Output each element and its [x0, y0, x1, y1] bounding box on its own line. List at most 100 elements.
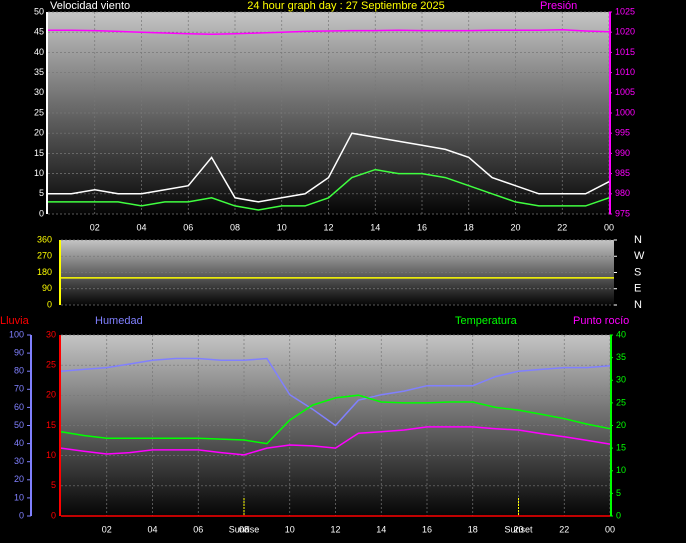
y2-tick-label: 1000 [615, 107, 635, 117]
y-tick-label: 10 [46, 450, 56, 460]
y3-tick-label: 30 [14, 456, 24, 466]
y2-tick-label: S [634, 266, 641, 278]
y2-tick-label: 975 [615, 208, 630, 218]
x-tick-label: 14 [370, 222, 380, 232]
x-tick-label: 14 [376, 524, 386, 534]
legend-label: Temperatura [455, 315, 518, 327]
y2-axis-label: Presión [540, 0, 577, 12]
y2-tick-label: 35 [616, 352, 626, 362]
series-line [48, 168, 610, 211]
x-tick-label: 16 [422, 524, 432, 534]
series-line [60, 394, 611, 445]
y2-tick-label: 990 [615, 148, 630, 158]
y-tick-label: 20 [46, 390, 56, 400]
y2-tick-label: W [634, 250, 645, 262]
y-tick-label: 0 [47, 299, 52, 309]
x-tick-label: 10 [277, 222, 287, 232]
y2-tick-label: 980 [615, 188, 630, 198]
chart-title: 24 hour graph day : 27 Septiembre 2025 [247, 0, 445, 12]
y2-tick-label: 1010 [615, 67, 635, 77]
y-tick-label: 10 [34, 168, 44, 178]
y3-tick-label: 90 [14, 347, 24, 357]
series-line [60, 426, 611, 456]
y-tick-label: 0 [51, 510, 56, 520]
y2-tick-label: 1015 [615, 47, 635, 57]
y2-tick-label: 10 [616, 465, 626, 475]
y2-tick-label: 5 [616, 488, 621, 498]
y3-tick-label: 60 [14, 402, 24, 412]
y-tick-label: 30 [34, 87, 44, 97]
series-line [48, 132, 610, 203]
y-tick-label: 180 [37, 267, 52, 277]
y2-tick-label: 1025 [615, 6, 635, 16]
y-tick-label: 25 [46, 360, 56, 370]
x-tick-label: 02 [102, 524, 112, 534]
y-tick-label: 15 [34, 148, 44, 158]
x-tick-label: 12 [323, 222, 333, 232]
y2-tick-label: 20 [616, 420, 626, 430]
y3-tick-label: 40 [14, 438, 24, 448]
y2-tick-label: 15 [616, 443, 626, 453]
x-tick-label: 20 [510, 222, 520, 232]
y3-tick-label: 0 [19, 510, 24, 520]
x-tick-label: 18 [464, 222, 474, 232]
y-tick-label: 360 [37, 234, 52, 244]
y3-tick-label: 80 [14, 366, 24, 376]
x-tick-label: 04 [136, 222, 146, 232]
legend-label: Lluvia [0, 315, 30, 327]
x-tick-label: 18 [468, 524, 478, 534]
y2-tick-label: 1005 [615, 87, 635, 97]
y-tick-label: 20 [34, 128, 44, 138]
y-tick-label: 5 [39, 188, 44, 198]
y-tick-label: 30 [46, 329, 56, 339]
y-tick-label: 50 [34, 6, 44, 16]
y3-tick-label: 50 [14, 420, 24, 430]
x-tick-label: 16 [417, 222, 427, 232]
y2-tick-label: 995 [615, 128, 630, 138]
y-tick-label: 270 [37, 251, 52, 261]
y3-tick-label: 100 [9, 329, 24, 339]
y-tick-label: 5 [51, 480, 56, 490]
y2-tick-label: N [634, 234, 642, 246]
x-tick-label: 06 [183, 222, 193, 232]
x-tick-label: 22 [557, 222, 567, 232]
legend-label: Punto rocío [573, 315, 629, 327]
y2-tick-label: 0 [616, 510, 621, 520]
x-tick-label: 08 [230, 222, 240, 232]
series-line [60, 357, 611, 427]
legend-label: Humedad [95, 315, 143, 327]
y-tick-label: 0 [39, 208, 44, 218]
y-tick-label: 35 [34, 67, 44, 77]
x-tick-label: 02 [90, 222, 100, 232]
x-tick-label: 04 [147, 524, 157, 534]
x-tick-label: 08 [239, 524, 249, 534]
y-tick-label: 15 [46, 420, 56, 430]
y-tick-label: 25 [34, 107, 44, 117]
y2-tick-label: 25 [616, 397, 626, 407]
y-tick-label: 40 [34, 47, 44, 57]
x-tick-label: 22 [559, 524, 569, 534]
series-line [48, 29, 610, 35]
x-tick-label: 00 [605, 524, 615, 534]
y3-tick-label: 70 [14, 384, 24, 394]
y-axis-label: Velocidad viento [50, 0, 130, 12]
y2-tick-label: 30 [616, 375, 626, 385]
y2-tick-label: N [634, 299, 642, 311]
x-tick-label: 00 [604, 222, 614, 232]
y2-tick-label: 1020 [615, 27, 635, 37]
x-tick-label: 10 [285, 524, 295, 534]
annotation-label: Sunrise [229, 524, 260, 534]
y-tick-label: 90 [42, 283, 52, 293]
x-tick-label: 20 [513, 524, 523, 534]
y3-tick-label: 10 [14, 492, 24, 502]
y2-tick-label: 40 [616, 329, 626, 339]
x-tick-label: 12 [330, 524, 340, 534]
y2-tick-label: 985 [615, 168, 630, 178]
x-tick-label: 06 [193, 524, 203, 534]
y2-tick-label: E [634, 283, 641, 295]
y3-tick-label: 20 [14, 474, 24, 484]
annotation-label: Sunset [504, 524, 533, 534]
y-tick-label: 45 [34, 27, 44, 37]
